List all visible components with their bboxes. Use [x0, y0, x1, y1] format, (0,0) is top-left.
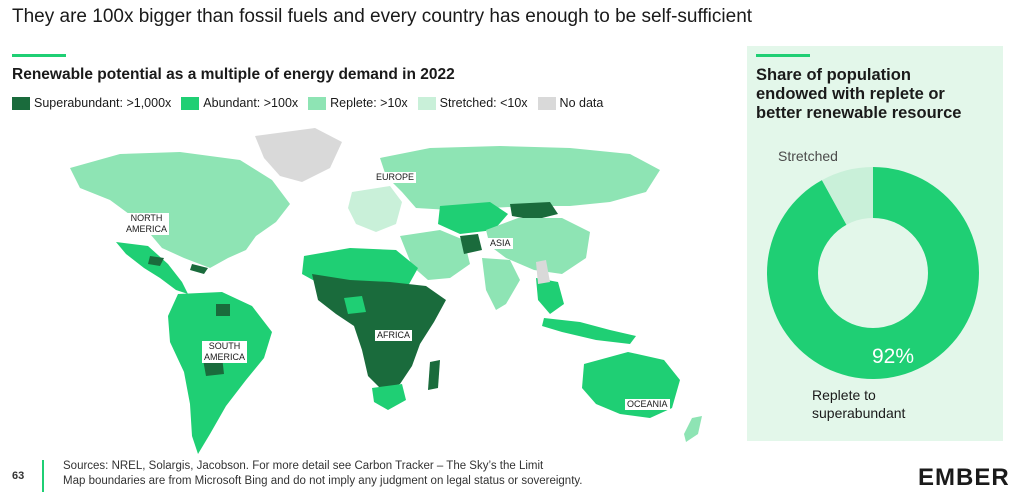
legend-label: Abundant: >100x — [203, 96, 299, 110]
map-southeast-asia — [536, 278, 564, 314]
side-title-line: better renewable resource — [756, 104, 962, 122]
donut-label-stretched: Stretched — [778, 148, 838, 164]
map-legend: Superabundant: >1,000x Abundant: >100x R… — [12, 96, 613, 110]
accent-line-left — [12, 54, 66, 57]
footer-divider — [42, 460, 44, 492]
accent-line-right — [756, 54, 810, 57]
legend-label: Replete: >10x — [330, 96, 408, 110]
legend-swatch — [537, 96, 556, 110]
sources-line: Map boundaries are from Microsoft Bing a… — [63, 475, 583, 487]
map-india — [482, 258, 520, 310]
sources-note: Sources: NREL, Solargis, Jacobson. For m… — [63, 459, 582, 489]
legend-item-stretched: Stretched: <10x — [417, 96, 528, 110]
legend-label: Stretched: <10x — [439, 96, 528, 110]
map-caribbean — [148, 256, 208, 274]
side-title-line: endowed with replete or — [756, 85, 945, 103]
region-label-line: NORTH — [130, 213, 163, 223]
map-nigeria — [344, 296, 366, 314]
legend-swatch — [181, 96, 200, 110]
side-title-line: Share of population — [756, 66, 911, 84]
sources-line: Sources: NREL, Solargis, Jacobson. For m… — [63, 460, 544, 472]
world-map-svg — [70, 128, 702, 454]
map-greenland — [255, 128, 342, 182]
map-europe-stretched — [348, 186, 402, 232]
region-label-north-america: NORTH AMERICA — [124, 213, 170, 235]
map-new-zealand — [684, 416, 702, 442]
region-label-africa: AFRICA — [375, 330, 413, 341]
donut-label-replete-line: superabundant — [812, 405, 906, 421]
donut-percentage: 92% — [872, 345, 915, 368]
legend-item-no-data: No data — [537, 96, 604, 110]
map-mongolia — [510, 202, 558, 220]
region-label-line: AMERICA — [126, 224, 168, 234]
map-title: Renewable potential as a multiple of ene… — [12, 66, 455, 83]
legend-item-superabundant: Superabundant: >1,000x — [12, 96, 171, 110]
map-russia — [380, 146, 660, 210]
map-china — [486, 218, 590, 274]
map-middle-east — [400, 230, 470, 280]
legend-swatch — [12, 96, 30, 110]
legend-item-abundant: Abundant: >100x — [181, 96, 298, 110]
side-panel-title: Share of population endowed with replete… — [756, 66, 996, 123]
map-central-asia — [438, 202, 508, 234]
region-label-asia: ASIA — [488, 238, 513, 249]
page-headline: They are 100x bigger than fossil fuels a… — [12, 6, 753, 27]
donut-label-replete-line: Replete to — [812, 387, 876, 403]
map-southeast-asia-no-data — [536, 260, 550, 284]
map-madagascar — [428, 360, 440, 390]
map-indonesia — [542, 318, 636, 344]
legend-item-replete: Replete: >10x — [308, 96, 408, 110]
map-afghanistan — [460, 234, 482, 254]
world-map — [50, 118, 725, 460]
legend-label: Superabundant: >1,000x — [34, 96, 172, 110]
region-label-south-america: SOUTH AMERICA — [202, 341, 248, 363]
legend-swatch — [308, 96, 327, 110]
page-number: 63 — [12, 470, 25, 482]
donut-label-replete: Replete to superabundant — [812, 386, 905, 422]
region-label-line: SOUTH — [208, 341, 241, 351]
region-label-line: AMERICA — [204, 352, 246, 362]
region-label-europe: EUROPE — [374, 172, 417, 183]
donut-hole — [818, 218, 928, 328]
map-north-america — [70, 152, 290, 268]
map-south-africa — [372, 384, 406, 410]
region-label-oceania: OCEANIA — [625, 399, 670, 410]
map-central-america — [116, 242, 188, 294]
legend-swatch — [417, 96, 436, 110]
ember-logo: EMBER — [918, 464, 1010, 491]
population-donut-chart — [767, 167, 979, 379]
legend-label: No data — [559, 96, 604, 110]
